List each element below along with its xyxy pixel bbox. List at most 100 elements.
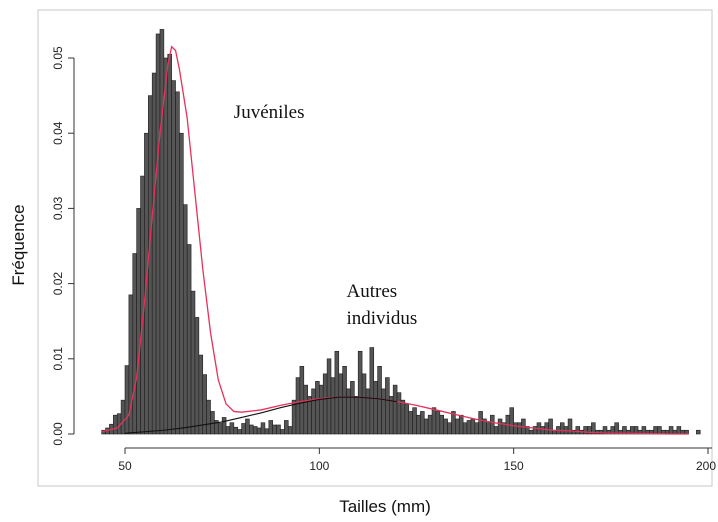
y-tick-label: 0.04: [51, 121, 65, 145]
y-axis-title: Fréquence: [9, 204, 28, 285]
histogram-bar: [350, 381, 355, 435]
histogram-bar: [319, 384, 324, 435]
histogram-bar: [268, 420, 273, 435]
histogram-bar: [252, 426, 258, 435]
histogram-bar: [151, 72, 157, 435]
histogram-bar: [334, 350, 340, 435]
annotation-label: individus: [347, 308, 418, 329]
histogram-bar: [342, 366, 347, 435]
histogram-bar: [249, 424, 254, 435]
histogram-bar: [264, 428, 270, 435]
axes: 0.00 0.01 0.02 0.03 0.04 0.05 50 100 150 200: [51, 46, 716, 473]
histogram-bar: [260, 422, 266, 435]
histogram-bar: [186, 244, 192, 435]
annotation-label: Juvéniles: [234, 102, 305, 123]
histogram-bar: [544, 422, 549, 435]
component-curve-line: [124, 396, 398, 434]
histogram-bar: [696, 429, 701, 435]
x-tick-label: 200: [696, 459, 716, 473]
histogram-bar: [113, 414, 118, 435]
histogram-bar: [540, 426, 546, 435]
histogram-bar: [575, 426, 581, 435]
histogram-bar: [346, 388, 351, 435]
histogram-bar: [136, 208, 141, 435]
histogram-bar: [256, 427, 262, 435]
histogram-bar: [509, 407, 514, 435]
histogram-bar: [237, 429, 242, 435]
histogram-bar: [408, 411, 413, 435]
histogram-bar: [388, 396, 394, 435]
histogram-bar: [183, 204, 188, 435]
histogram-bar: [420, 411, 425, 435]
histogram-bar: [155, 33, 161, 435]
histogram-bar: [486, 422, 491, 435]
y-tick-label: 0.00: [51, 422, 65, 446]
histogram-bar: [225, 426, 231, 435]
histogram-bar: [396, 392, 402, 435]
histogram-bar: [513, 422, 518, 435]
histogram-bar: [567, 418, 573, 435]
histogram-bar: [233, 426, 239, 435]
histogram-bar: [330, 377, 336, 435]
histogram-bar: [354, 396, 359, 435]
histogram-bar: [381, 388, 386, 435]
histogram-bar: [653, 426, 658, 435]
histogram-bar: [517, 422, 522, 435]
histogram-bar: [583, 426, 588, 435]
histogram-bar: [365, 388, 371, 435]
histogram-bar: [326, 358, 332, 435]
histogram-bar: [124, 365, 130, 435]
histogram-bar: [412, 407, 417, 435]
histogram-bar: [194, 317, 200, 435]
histogram-bar: [458, 414, 464, 435]
histogram-bar: [427, 414, 433, 435]
histogram-bar: [190, 290, 196, 435]
histogram-bar: [245, 418, 250, 435]
histogram-bar: [206, 399, 211, 435]
histogram-bar: [284, 420, 289, 435]
histogram-bar: [272, 424, 277, 435]
histogram-bar: [423, 418, 429, 435]
histogram-bar: [443, 418, 448, 435]
histogram-bar: [287, 426, 293, 435]
histogram-bar: [392, 384, 398, 435]
histogram-bar: [171, 80, 176, 435]
histogram-bar: [404, 403, 410, 435]
histogram-bar: [369, 347, 375, 435]
histogram-bar: [361, 373, 367, 435]
histogram-bar: [466, 420, 472, 435]
histogram-bar: [179, 132, 184, 435]
histogram-bar: [338, 373, 343, 435]
histogram-bar: [221, 417, 227, 435]
histogram-bar: [431, 407, 437, 435]
histogram-bar: [528, 429, 534, 435]
histogram-bar: [462, 422, 468, 435]
histogram-bar: [357, 350, 363, 435]
histogram-bar: [167, 53, 172, 435]
x-tick-label: 50: [118, 459, 132, 473]
x-axis-title: Tailles (mm): [339, 497, 431, 516]
histogram-bar: [455, 418, 460, 435]
histogram-bar: [668, 426, 674, 435]
histogram-bar: [276, 424, 281, 435]
y-tick-label: 0.03: [51, 196, 65, 220]
histogram-bar: [493, 426, 499, 435]
histogram-bar: [490, 414, 495, 435]
density-curve-line: [101, 45, 689, 435]
histogram-bar: [474, 422, 479, 435]
histogram-bar: [435, 411, 441, 435]
x-tick-label: 100: [309, 459, 329, 473]
histogram-bar: [377, 366, 382, 435]
histogram-bar: [470, 418, 476, 435]
histogram-bar: [548, 418, 553, 435]
histogram-bar: [148, 95, 153, 435]
histogram-bar: [132, 253, 137, 435]
histogram-bar: [373, 381, 378, 435]
histogram-bar: [303, 384, 308, 435]
y-tick-label: 0.05: [51, 46, 65, 70]
x-tick-label: 150: [504, 459, 524, 473]
histogram-bar: [120, 399, 126, 435]
histogram-bar: [280, 429, 285, 435]
histogram-bar: [560, 422, 565, 435]
